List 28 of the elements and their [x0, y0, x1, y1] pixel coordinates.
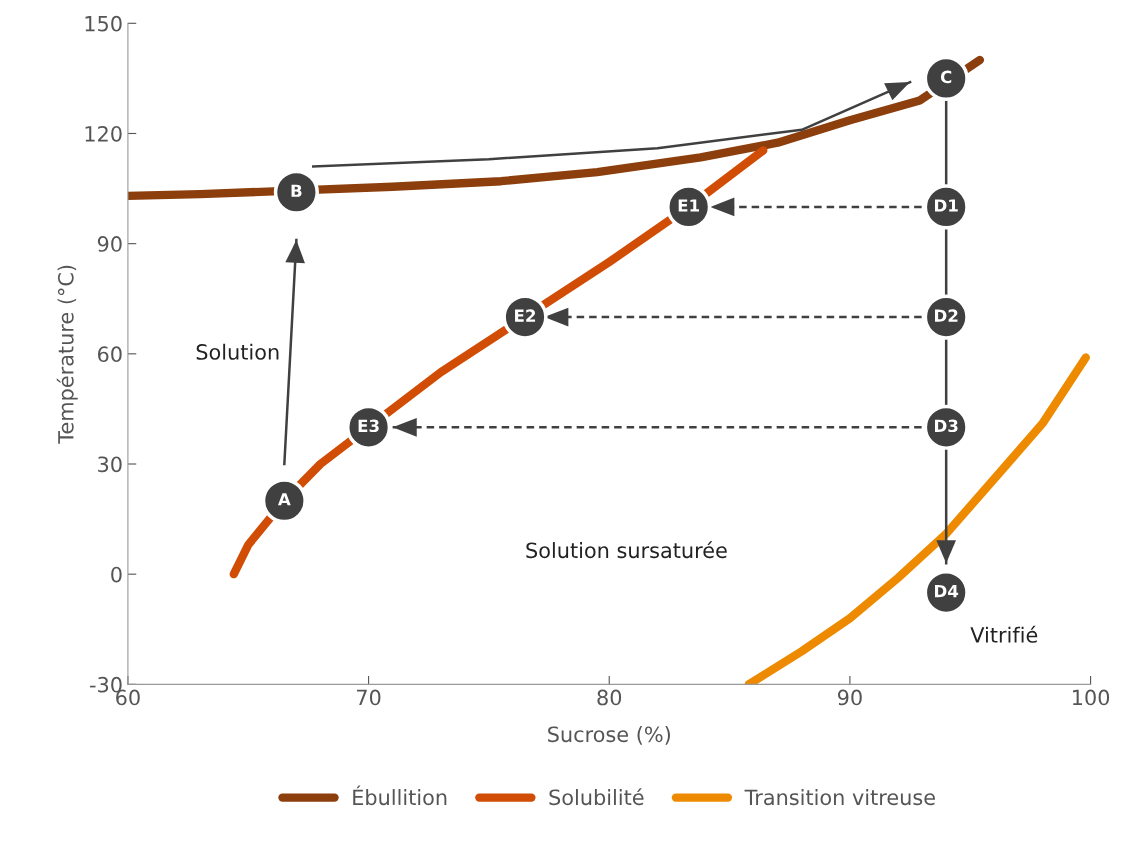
data-label: B	[291, 184, 302, 197]
y-tick-label: 90	[97, 236, 122, 252]
data-label: E1	[678, 199, 700, 212]
y-tick-label: 0	[111, 566, 122, 583]
x-tick-label: 80	[597, 689, 622, 706]
data-label: C	[940, 70, 952, 84]
data-label: D2	[935, 309, 958, 322]
data-label: E2	[515, 309, 536, 322]
data-label: D3	[935, 419, 958, 433]
y-tick-label: 60	[97, 346, 122, 363]
x-tick-label: 90	[837, 689, 862, 706]
legend-label: Transition vitreuse	[744, 789, 935, 806]
x-tick-label: 100	[1072, 689, 1110, 706]
y-axis-title: Température (°C)	[56, 265, 78, 444]
y-tick-label: 120	[85, 125, 122, 142]
annotation: Vitrifié	[970, 625, 1038, 643]
y-tick-label: 30	[98, 456, 122, 473]
y-tick-label: 150	[85, 15, 122, 32]
legend-label: Solubilité	[549, 788, 644, 806]
data-label: A	[277, 493, 291, 506]
data-label: D1	[935, 199, 958, 212]
x-tick-label: 70	[357, 689, 381, 706]
x-axis-title: Sucrose (%)	[548, 726, 670, 745]
legend-label: Ébullition	[353, 785, 447, 806]
annotation: Solution sursaturée	[526, 541, 727, 559]
data-label: D4	[935, 584, 959, 598]
annotation: Solution	[196, 343, 279, 360]
data-label: E3	[358, 419, 379, 433]
